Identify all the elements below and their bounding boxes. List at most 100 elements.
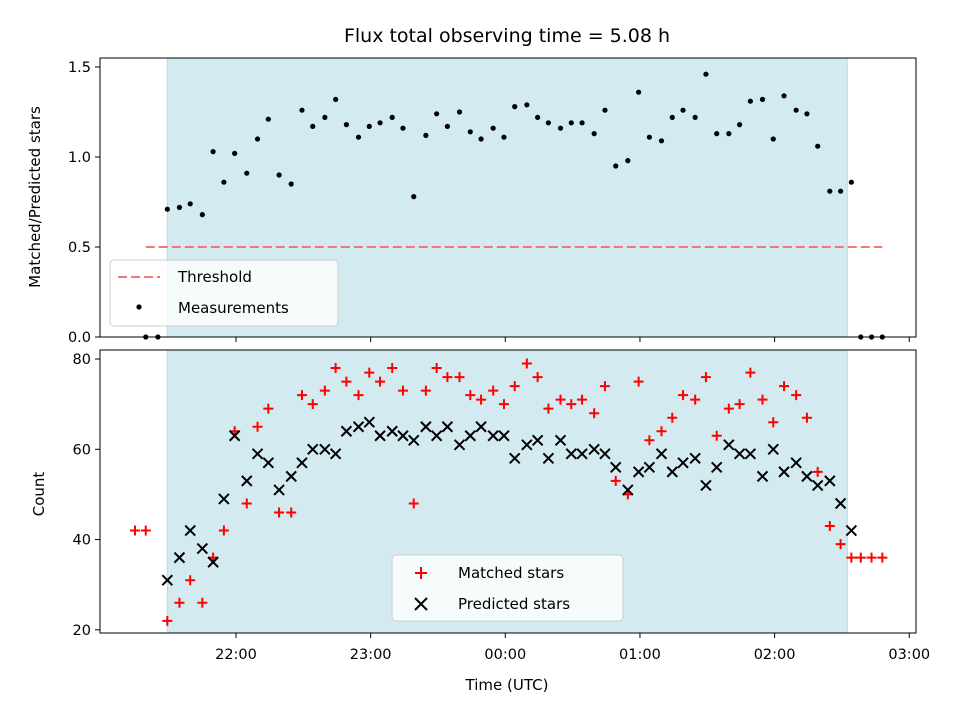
- ratio-y-tick-label-1: 0.5: [68, 240, 91, 256]
- matched-star-point-1: [140, 525, 151, 536]
- count-y-tick-label-3: 80: [73, 352, 91, 368]
- matched-star-point-51: [711, 430, 722, 441]
- count-x-tick-label-1: 23:00: [350, 647, 392, 663]
- predicted-star-point-39: [599, 448, 611, 460]
- matched-star-point-27: [442, 372, 453, 383]
- predicted-star-point-14: [319, 443, 331, 456]
- ratio-panel: Flux total observing time = 5.08 h Match…: [26, 25, 917, 346]
- matched-star-point-36: [543, 403, 554, 414]
- measurement-point-28: [456, 109, 463, 115]
- matched-star-point-22: [387, 363, 398, 374]
- predicted-star-point-15: [329, 448, 342, 460]
- measurement-point-31: [490, 125, 496, 131]
- predicted-star-point-60: [834, 497, 847, 510]
- predicted-star-point-31: [509, 452, 521, 465]
- matched-star-point-39: [577, 394, 588, 405]
- matched-star-point-28: [454, 372, 465, 383]
- matched-star-point-35: [532, 372, 543, 383]
- matched-star-point-18: [341, 376, 352, 387]
- measurement-point-15: [310, 123, 316, 129]
- measurement-point-55: [759, 96, 766, 102]
- matched-star-point-31: [488, 385, 499, 396]
- legend-measurements-swatch: [136, 304, 142, 310]
- matched-star-point-17: [330, 363, 341, 374]
- matched-star-point-55: [757, 394, 768, 405]
- predicted-star-point-5: [218, 493, 230, 505]
- matched-star-point-60: [812, 466, 823, 477]
- matched-star-point-5: [197, 597, 208, 608]
- matched-star-point-26: [431, 363, 442, 374]
- predicted-star-point-2: [184, 524, 196, 537]
- measurement-point-45: [646, 134, 652, 140]
- matched-star-point-7: [218, 525, 229, 536]
- measurement-point-50: [703, 71, 709, 77]
- predicted-star-point-7: [241, 475, 253, 487]
- measurement-point-22: [389, 114, 395, 120]
- matched-star-point-48: [678, 390, 689, 401]
- measurement-point-29: [467, 129, 473, 135]
- measurement-point-51: [714, 131, 720, 137]
- ratio-y-tick-label-3: 1.5: [68, 60, 91, 76]
- predicted-star-point-20: [386, 425, 398, 437]
- count-legend: Matched stars Predicted stars: [391, 554, 624, 622]
- matched-star-point-44: [633, 376, 644, 387]
- predicted-star-point-28: [475, 421, 487, 433]
- measurement-point-39: [579, 120, 585, 126]
- measurement-point-5: [199, 212, 205, 218]
- measurement-point-37: [557, 125, 564, 131]
- count-y-axis-label: Count: [30, 472, 48, 517]
- measurement-point-58: [793, 107, 799, 113]
- count-x-ticks: 22:00 23:00 00:00 01:00 02:00 03:00: [215, 633, 930, 663]
- matched-star-point-3: [174, 597, 185, 608]
- measurement-point-19: [355, 134, 362, 140]
- measurement-point-8: [232, 150, 238, 156]
- predicted-star-point-54: [767, 443, 779, 456]
- predicted-star-point-57: [801, 470, 813, 483]
- measurement-point-11: [265, 116, 271, 122]
- predicted-star-point-44: [655, 448, 668, 460]
- measurement-point-3: [176, 204, 183, 210]
- matched-star-point-23: [397, 385, 408, 396]
- matched-star-point-56: [768, 417, 779, 428]
- matched-star-point-10: [252, 421, 263, 432]
- predicted-star-point-36: [565, 448, 577, 460]
- matched-star-point-59: [801, 412, 812, 423]
- measurement-point-20: [366, 123, 372, 129]
- matched-star-point-46: [656, 426, 667, 437]
- measurement-point-53: [737, 122, 743, 128]
- count-x-tick-label-2: 00:00: [484, 647, 526, 663]
- measurement-point-25: [423, 132, 429, 138]
- measurement-points: [143, 71, 885, 340]
- measurement-point-59: [804, 111, 810, 117]
- predicted-star-point-55: [778, 466, 790, 478]
- predicted-star-point-27: [464, 430, 477, 442]
- predicted-star-point-29: [487, 430, 499, 442]
- matched-star-point-57: [779, 381, 790, 392]
- measurement-point-16: [322, 114, 328, 120]
- measurement-point-13: [288, 181, 294, 187]
- predicted-star-point-35: [554, 434, 567, 446]
- measurement-point-6: [210, 149, 216, 155]
- measurement-point-34: [524, 102, 530, 108]
- measurement-point-63: [848, 179, 854, 185]
- legend-matched-swatch: [415, 567, 427, 579]
- predicted-star-point-40: [610, 461, 622, 474]
- matched-star-point-0: [130, 525, 141, 536]
- matched-star-point-11: [263, 403, 274, 414]
- predicted-star-point-59: [824, 475, 836, 487]
- ratio-y-tick-label-0: 0.0: [68, 330, 91, 346]
- predicted-star-point-30: [498, 430, 510, 442]
- predicted-star-point-18: [363, 416, 376, 428]
- predicted-star-point-37: [576, 448, 588, 460]
- predicted-star-point-51: [733, 448, 746, 460]
- legend-threshold-label: Threshold: [177, 268, 252, 286]
- measurement-point-41: [602, 107, 608, 113]
- matched-star-point-66: [877, 552, 888, 563]
- predicted-star-point-45: [666, 466, 678, 478]
- measurement-point-48: [680, 107, 686, 113]
- measurement-point-52: [726, 131, 732, 137]
- matched-star-point-65: [866, 552, 877, 563]
- predicted-star-point-34: [542, 452, 555, 465]
- measurement-point-27: [444, 123, 451, 129]
- predicted-star-point-53: [756, 470, 769, 483]
